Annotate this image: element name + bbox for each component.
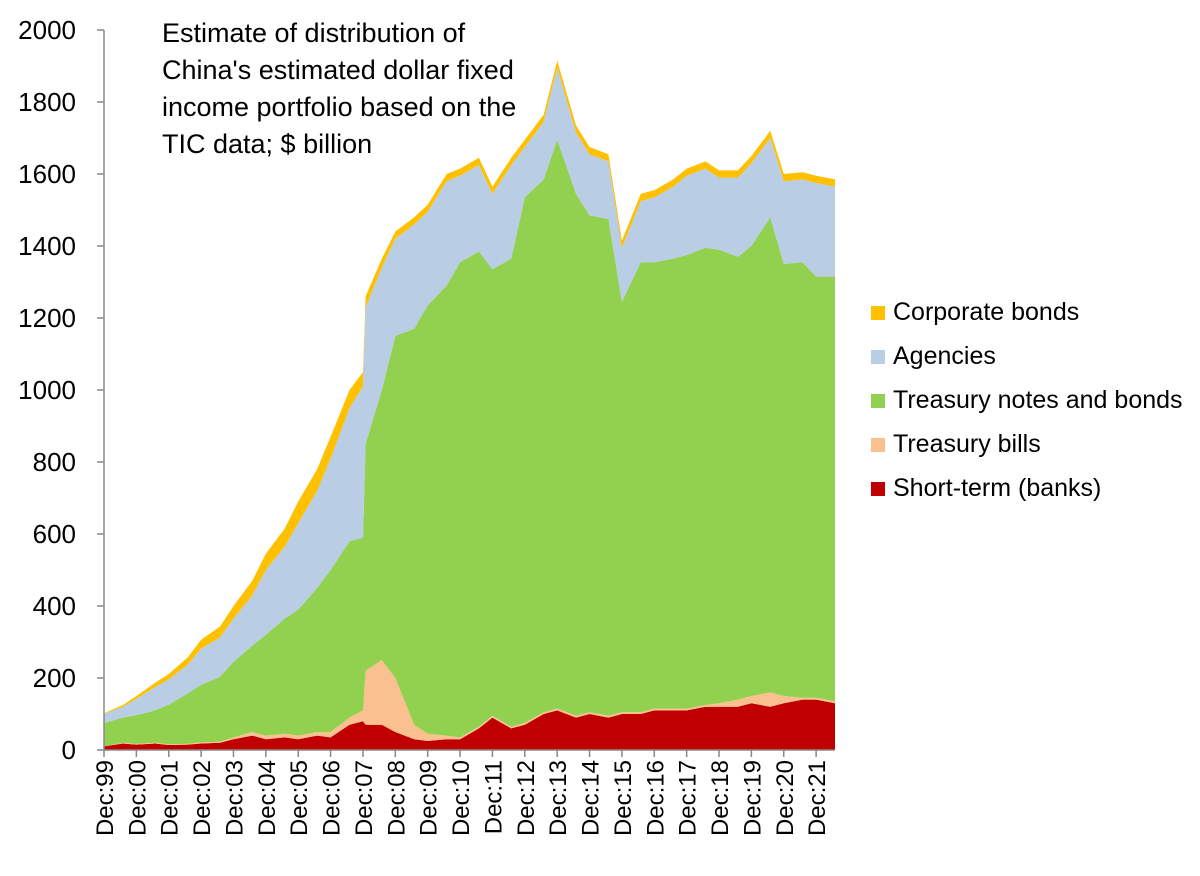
legend-swatch-treasury-bills bbox=[871, 438, 885, 452]
x-tick-label: Dec:09 bbox=[416, 760, 443, 836]
x-tick-label: Dec:11 bbox=[480, 760, 507, 834]
chart-title: Estimate of distribution of China's esti… bbox=[162, 18, 516, 159]
y-tick-label: 1400 bbox=[18, 231, 76, 261]
x-tick-label: Dec:13 bbox=[545, 760, 572, 836]
x-tick-label: Dec:21 bbox=[804, 760, 831, 836]
legend-label-short-term-banks: Short-term (banks) bbox=[893, 474, 1101, 502]
y-tick-label: 800 bbox=[33, 447, 76, 477]
x-tick-label: Dec:05 bbox=[286, 760, 313, 836]
y-tick-label: 0 bbox=[62, 735, 76, 765]
x-tick-label: Dec:17 bbox=[675, 760, 702, 836]
legend: Corporate bonds Agencies Treasury notes an… bbox=[871, 298, 1183, 502]
x-tick-label: Dec:99 bbox=[92, 760, 119, 836]
x-tick-label: Dec:00 bbox=[124, 760, 151, 836]
y-axis-ticks: 0 200 400 600 800 1000 1200 1400 1600 1800 2000 bbox=[18, 15, 104, 765]
title-line-2: China's estimated dollar fixed bbox=[162, 55, 514, 85]
x-tick-label: Dec:18 bbox=[707, 760, 734, 836]
x-tick-label: Dec:14 bbox=[578, 760, 605, 836]
y-tick-label: 200 bbox=[33, 663, 76, 693]
y-tick-label: 600 bbox=[33, 519, 76, 549]
x-tick-label: Dec:06 bbox=[319, 760, 346, 836]
area-short-term-banks bbox=[104, 699, 835, 750]
x-tick-label: Dec:02 bbox=[189, 760, 216, 836]
legend-swatch-treasury-notes-and-bonds bbox=[871, 394, 885, 408]
x-tick-label: Dec:12 bbox=[513, 760, 540, 836]
x-tick-label: Dec:07 bbox=[351, 760, 378, 836]
x-tick-label: Dec:03 bbox=[222, 760, 249, 836]
x-axis-ticks: Dec:99 Dec:00 Dec:01 Dec:02 Dec:03 Dec:04 Dec:… bbox=[92, 750, 831, 836]
x-tick-label: Dec:16 bbox=[642, 760, 669, 836]
legend-swatch-short-term-banks bbox=[871, 482, 885, 496]
area-layers bbox=[104, 60, 835, 750]
x-tick-label: Dec:10 bbox=[448, 760, 475, 836]
legend-label-corporate-bonds: Corporate bonds bbox=[893, 298, 1079, 326]
y-tick-label: 1600 bbox=[18, 159, 76, 189]
x-tick-label: Dec:19 bbox=[739, 760, 766, 836]
title-line-1: Estimate of distribution of bbox=[162, 18, 466, 48]
y-tick-label: 1800 bbox=[18, 87, 76, 117]
y-tick-label: 1200 bbox=[18, 303, 76, 333]
x-tick-label: Dec:08 bbox=[383, 760, 410, 836]
area-treasury-notes-and-bonds bbox=[104, 139, 835, 747]
x-tick-label: Dec:20 bbox=[772, 760, 799, 836]
title-line-3: income portfolio based on the bbox=[162, 92, 516, 122]
y-tick-label: 2000 bbox=[18, 15, 76, 45]
x-tick-label: Dec:04 bbox=[254, 760, 281, 836]
x-tick-label: Dec:15 bbox=[610, 760, 637, 836]
legend-label-agencies: Agencies bbox=[893, 342, 996, 370]
legend-swatch-agencies bbox=[871, 350, 885, 364]
area-agencies bbox=[104, 67, 835, 724]
title-line-4: TIC data; $ billion bbox=[162, 129, 372, 159]
y-tick-label: 1000 bbox=[18, 375, 76, 405]
y-tick-label: 400 bbox=[33, 591, 76, 621]
legend-label-treasury-notes-and-bonds: Treasury notes and bonds bbox=[893, 386, 1183, 414]
legend-label-treasury-bills: Treasury bills bbox=[893, 430, 1041, 458]
x-tick-label: Dec:01 bbox=[157, 760, 184, 836]
legend-swatch-corporate-bonds bbox=[871, 306, 885, 320]
